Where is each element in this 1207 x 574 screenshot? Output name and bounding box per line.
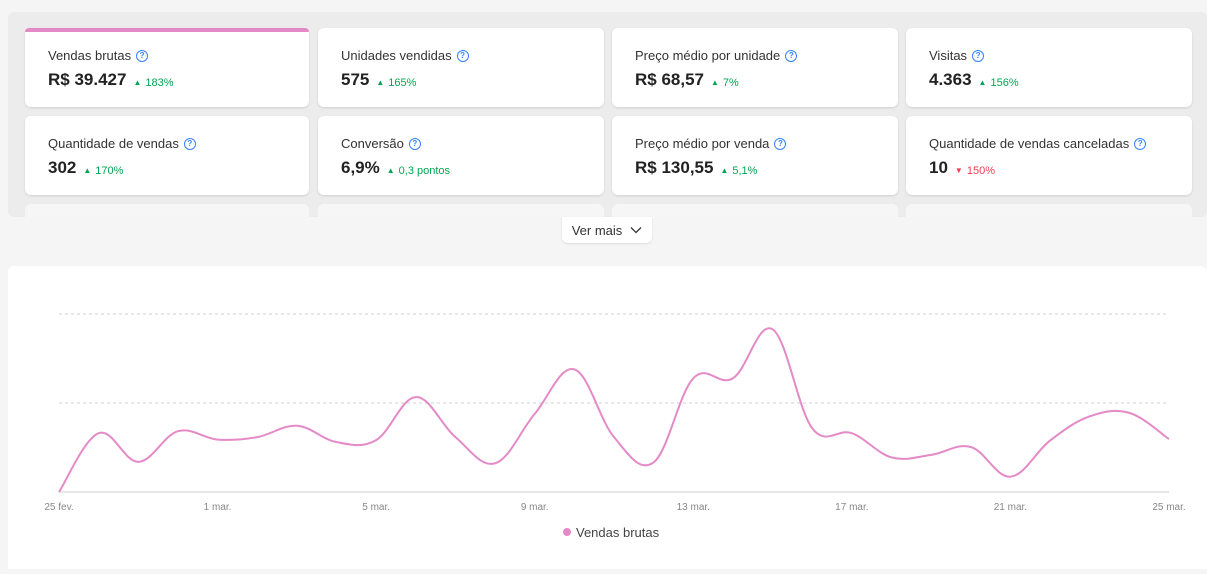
metric-value: 575 (341, 70, 370, 89)
metric-card-preco-medio-unidade[interactable]: Preço médio por unidade? R$ 68,57 ▲ 7% (612, 28, 898, 107)
metric-label: Unidades vendidas? (341, 48, 469, 63)
metric-delta: ▲ 156% (978, 76, 1019, 89)
metric-card-quantidade-vendas[interactable]: Quantidade de vendas? 302 ▲ 170% (25, 116, 309, 195)
metric-label: Quantidade de vendas? (48, 136, 196, 151)
collapsed-card (612, 204, 898, 217)
chevron-down-icon (630, 227, 642, 234)
sales-line-chart: 25 fev. 1 mar. 5 mar. 9 mar. 13 mar. 17 mar. 2… (44, 313, 1186, 540)
legend-label: Vendas brutas (576, 525, 660, 540)
help-circle-icon[interactable]: ? (972, 49, 985, 62)
triangle-up-icon: ▲ (720, 166, 729, 175)
triangle-up-icon: ▲ (376, 78, 385, 87)
metric-value: 302 (48, 158, 77, 177)
help-circle-icon[interactable]: ? (136, 49, 149, 62)
series-line-vendas-brutas (58, 327, 1170, 493)
metric-card-preco-medio-venda[interactable]: Preço médio por venda? R$ 130,55 ▲ 5,1% (612, 116, 898, 195)
help-circle-icon[interactable]: ? (456, 49, 469, 62)
x-tick-label: 25 fev. (44, 502, 73, 513)
collapsed-card (318, 204, 604, 217)
help-circle-icon[interactable]: ? (774, 137, 787, 150)
metric-value: R$ 39.427 (48, 70, 127, 89)
legend-marker (563, 528, 571, 536)
metric-delta: ▲ 5,1% (720, 164, 758, 177)
metric-delta: ▲ 0,3 pontos (386, 164, 451, 177)
metric-label: Vendas brutas? (48, 48, 149, 63)
ver-mais-button[interactable]: Ver mais (562, 217, 652, 243)
metric-value: 4.363 (929, 70, 972, 89)
x-tick-label: 17 mar. (835, 502, 868, 513)
metric-label: Preço médio por unidade? (635, 48, 798, 63)
metric-label: Conversão? (341, 136, 421, 151)
metric-card-conversao[interactable]: Conversão? 6,9% ▲ 0,3 pontos (318, 116, 604, 195)
metric-delta: ▲ 183% (133, 76, 174, 89)
metric-delta: ▲ 170% (83, 164, 124, 177)
metric-label: Quantidade de vendas canceladas? (929, 136, 1147, 151)
metric-card-vendas-canceladas[interactable]: Quantidade de vendas canceladas? 10 ▼ 150% (906, 116, 1192, 195)
metric-card-vendas-brutas[interactable]: Vendas brutas? R$ 39.427 ▲ 183% (25, 28, 309, 107)
collapsed-card (906, 204, 1192, 217)
metric-delta: ▲ 165% (376, 76, 417, 89)
metric-card-visitas[interactable]: Visitas? 4.363 ▲ 156% (906, 28, 1192, 107)
triangle-up-icon: ▲ (711, 78, 719, 87)
collapsed-card (25, 204, 309, 217)
metric-card-unidades-vendidas[interactable]: Unidades vendidas? 575 ▲ 165% (318, 28, 604, 107)
metric-delta: ▼ 150% (954, 164, 995, 177)
x-tick-label: 1 mar. (204, 502, 232, 513)
x-tick-label: 21 mar. (994, 502, 1027, 513)
x-tick-label: 25 mar. (1152, 502, 1185, 513)
help-circle-icon[interactable]: ? (408, 137, 421, 150)
triangle-up-icon: ▲ (83, 166, 92, 175)
metric-value: 6,9% (341, 158, 380, 177)
triangle-up-icon: ▲ (978, 78, 987, 87)
x-tick-label: 13 mar. (677, 502, 710, 513)
ver-mais-label: Ver mais (571, 222, 623, 238)
metric-label: Visitas? (929, 48, 985, 63)
help-circle-icon[interactable]: ? (785, 49, 798, 62)
metric-value: R$ 68,57 (635, 70, 704, 89)
help-circle-icon[interactable]: ? (1134, 137, 1147, 150)
metric-label: Preço médio por venda? (635, 136, 787, 151)
metric-value: 10 (929, 158, 948, 177)
help-circle-icon[interactable]: ? (183, 137, 196, 150)
x-tick-label: 9 mar. (521, 502, 549, 513)
triangle-up-icon: ▲ (133, 78, 142, 87)
metric-value: R$ 130,55 (635, 158, 714, 177)
metrics-panel: Vendas brutas? R$ 39.427 ▲ 183% Unidades v… (8, 12, 1207, 217)
triangle-down-icon: ▼ (954, 166, 963, 175)
x-tick-label: 5 mar. (362, 502, 390, 513)
triangle-up-icon: ▲ (386, 166, 395, 175)
chart-panel: 25 fev. 1 mar. 5 mar. 9 mar. 13 mar. 17 mar. 2… (8, 266, 1207, 569)
metric-delta: ▲ 7% (711, 76, 739, 89)
